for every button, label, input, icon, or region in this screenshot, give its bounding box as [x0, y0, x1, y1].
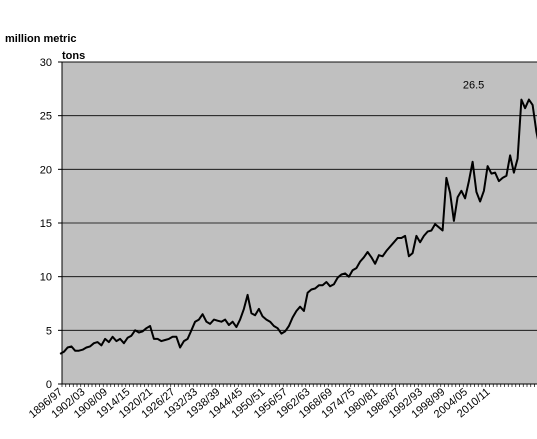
series-line: [59, 98, 537, 355]
y-axis-unit-label-line1: million metric: [5, 33, 77, 45]
y-tick-label-30: 30: [40, 57, 52, 69]
peak-annotation: 26.5: [463, 80, 484, 92]
y-axis-ticks: 0 5 10 15 20 25 30: [40, 57, 62, 391]
y-tick-label-20: 20: [40, 164, 52, 176]
y-tick-label-15: 15: [40, 218, 52, 230]
y-tick-label-5: 5: [46, 325, 52, 337]
y-tick-label-10: 10: [40, 272, 52, 284]
x-axis-ticks: 1896/971902/031908/091914/151920/211926/…: [27, 384, 535, 421]
y-axis-unit-label-line2: tons: [62, 50, 86, 62]
y-tick-label-0: 0: [46, 379, 52, 391]
y-tick-label-25: 25: [40, 111, 52, 123]
